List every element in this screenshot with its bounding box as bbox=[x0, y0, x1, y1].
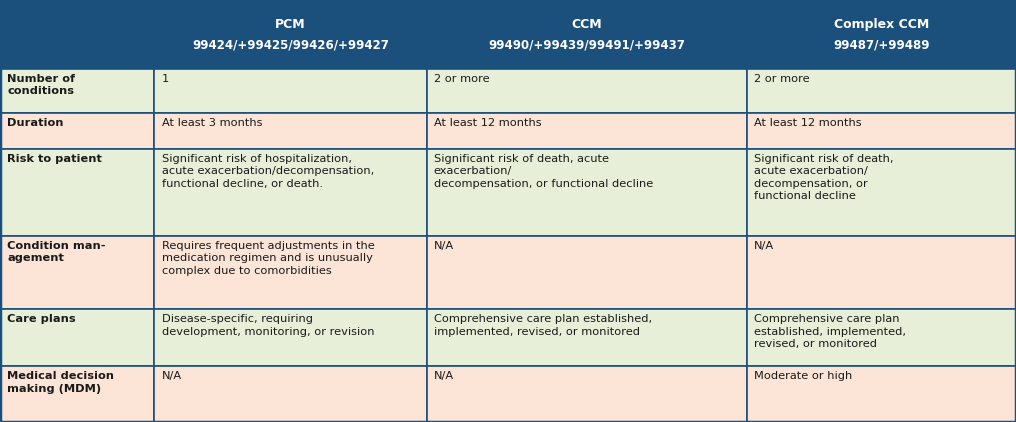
Text: Significant risk of hospitalization,
acute exacerbation/decompensation,
function: Significant risk of hospitalization, acu… bbox=[162, 154, 374, 189]
Text: Risk to patient: Risk to patient bbox=[7, 154, 102, 164]
Text: 2 or more: 2 or more bbox=[434, 73, 490, 84]
Text: Medical decision
making (MDM): Medical decision making (MDM) bbox=[7, 371, 114, 394]
Text: At least 12 months: At least 12 months bbox=[754, 118, 862, 128]
Text: 2 or more: 2 or more bbox=[754, 73, 810, 84]
Bar bbox=[154, 366, 427, 422]
Text: At least 12 months: At least 12 months bbox=[434, 118, 542, 128]
Bar bbox=[154, 68, 427, 113]
Bar bbox=[747, 68, 1016, 113]
Text: CCM: CCM bbox=[571, 19, 602, 32]
Text: Number of
conditions: Number of conditions bbox=[7, 73, 75, 96]
Text: Disease-specific, requiring
development, monitoring, or revision: Disease-specific, requiring development,… bbox=[162, 314, 374, 337]
Text: Complex CCM: Complex CCM bbox=[834, 19, 929, 32]
Bar bbox=[427, 68, 747, 113]
Bar bbox=[0, 113, 154, 149]
Bar bbox=[154, 149, 427, 236]
Bar bbox=[154, 309, 427, 366]
Bar bbox=[747, 366, 1016, 422]
Text: Comprehensive care plan
established, implemented,
revised, or monitored: Comprehensive care plan established, imp… bbox=[754, 314, 906, 349]
Text: Requires frequent adjustments in the
medication regimen and is unusually
complex: Requires frequent adjustments in the med… bbox=[162, 241, 374, 276]
Bar bbox=[154, 113, 427, 149]
Text: 99424/+99425/99426/+99427: 99424/+99425/99426/+99427 bbox=[192, 38, 389, 51]
Text: N/A: N/A bbox=[162, 371, 182, 381]
Bar bbox=[0, 0, 154, 68]
Text: N/A: N/A bbox=[434, 241, 454, 251]
Bar bbox=[427, 0, 747, 68]
Text: Significant risk of death, acute
exacerbation/
decompensation, or functional dec: Significant risk of death, acute exacerb… bbox=[434, 154, 653, 189]
Text: Moderate or high: Moderate or high bbox=[754, 371, 852, 381]
Text: 1: 1 bbox=[162, 73, 169, 84]
Bar bbox=[747, 236, 1016, 309]
Bar bbox=[0, 366, 154, 422]
Text: N/A: N/A bbox=[754, 241, 774, 251]
Text: 99490/+99439/99491/+99437: 99490/+99439/99491/+99437 bbox=[489, 38, 685, 51]
Text: Care plans: Care plans bbox=[7, 314, 76, 325]
Text: 99487/+99489: 99487/+99489 bbox=[833, 38, 930, 51]
Bar bbox=[427, 366, 747, 422]
Bar bbox=[747, 149, 1016, 236]
Bar bbox=[0, 68, 154, 113]
Bar bbox=[427, 309, 747, 366]
Bar bbox=[0, 236, 154, 309]
Text: Significant risk of death,
acute exacerbation/
decompensation, or
functional dec: Significant risk of death, acute exacerb… bbox=[754, 154, 893, 201]
Text: At least 3 months: At least 3 months bbox=[162, 118, 262, 128]
Bar bbox=[0, 149, 154, 236]
Bar bbox=[427, 113, 747, 149]
Text: N/A: N/A bbox=[434, 371, 454, 381]
Bar bbox=[747, 0, 1016, 68]
Text: Duration: Duration bbox=[7, 118, 64, 128]
Text: Condition man-
agement: Condition man- agement bbox=[7, 241, 106, 263]
Bar bbox=[747, 113, 1016, 149]
Bar bbox=[154, 0, 427, 68]
Text: PCM: PCM bbox=[275, 19, 306, 32]
Bar bbox=[0, 309, 154, 366]
Bar bbox=[154, 236, 427, 309]
Bar bbox=[427, 236, 747, 309]
Bar bbox=[747, 309, 1016, 366]
Bar bbox=[427, 149, 747, 236]
Text: Comprehensive care plan established,
implemented, revised, or monitored: Comprehensive care plan established, imp… bbox=[434, 314, 652, 337]
